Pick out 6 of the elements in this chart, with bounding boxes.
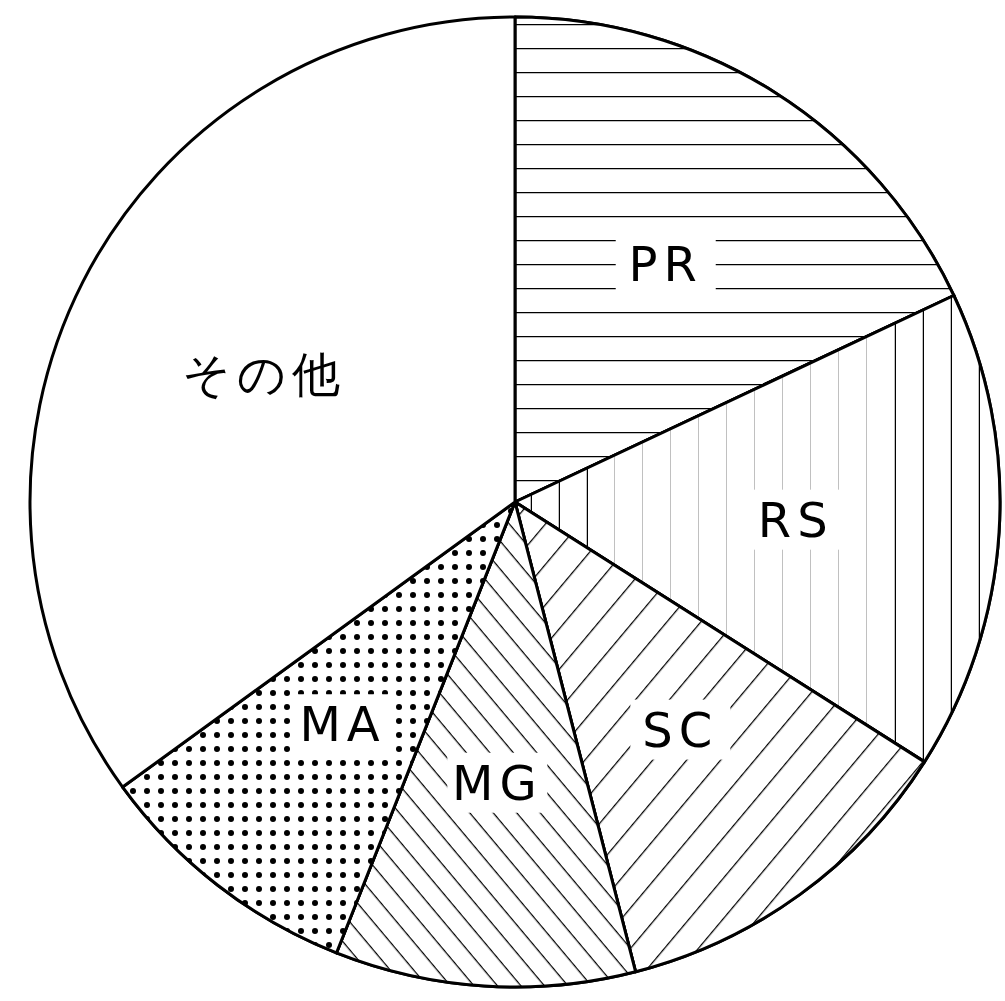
slice-label: PR: [628, 236, 703, 293]
slice-label: MG: [452, 754, 543, 811]
slice-label: SC: [642, 701, 719, 758]
slice-label: RS: [757, 491, 834, 548]
slice-label: MA: [299, 696, 386, 753]
slice-label: その他: [182, 346, 347, 403]
